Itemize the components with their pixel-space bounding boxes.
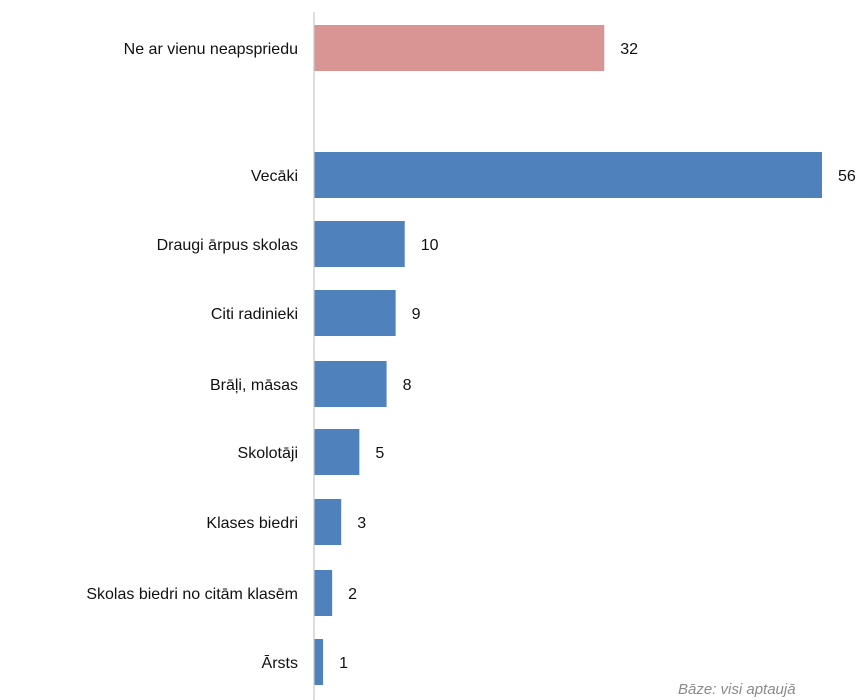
bar-6: [314, 429, 360, 475]
category-label: Brāļi, māsas: [210, 377, 298, 394]
data-label: 9: [412, 306, 421, 323]
bar-5: [314, 361, 387, 407]
bar-8: [314, 570, 333, 616]
bar-7: [314, 499, 342, 545]
data-label: 10: [421, 237, 439, 254]
bar-1: [314, 25, 605, 71]
data-label: 5: [375, 445, 384, 462]
category-label: Ne ar vienu neapspriedu: [124, 41, 298, 58]
bar-4: [314, 290, 396, 336]
category-label: Klases biedri: [206, 515, 298, 532]
category-label: Ārsts: [262, 654, 298, 672]
category-label: Citi radinieki: [211, 306, 298, 323]
data-label: 1: [339, 655, 348, 672]
category-label: Draugi ārpus skolas: [157, 237, 298, 254]
category-label: Skolas biedri no citām klasēm: [86, 586, 298, 603]
data-label: 2: [348, 586, 357, 603]
bar-9: [314, 639, 324, 685]
category-label: Vecāki: [251, 168, 298, 185]
data-label: 32: [620, 41, 638, 58]
base-footnote: Bāze: visi aptaujā: [678, 681, 796, 698]
category-label: Skolotāji: [238, 445, 298, 462]
data-label: 8: [403, 377, 412, 394]
bar-3: [314, 221, 405, 267]
data-label: 3: [357, 515, 366, 532]
bar-2: [314, 152, 822, 198]
data-label: 56: [838, 168, 856, 185]
